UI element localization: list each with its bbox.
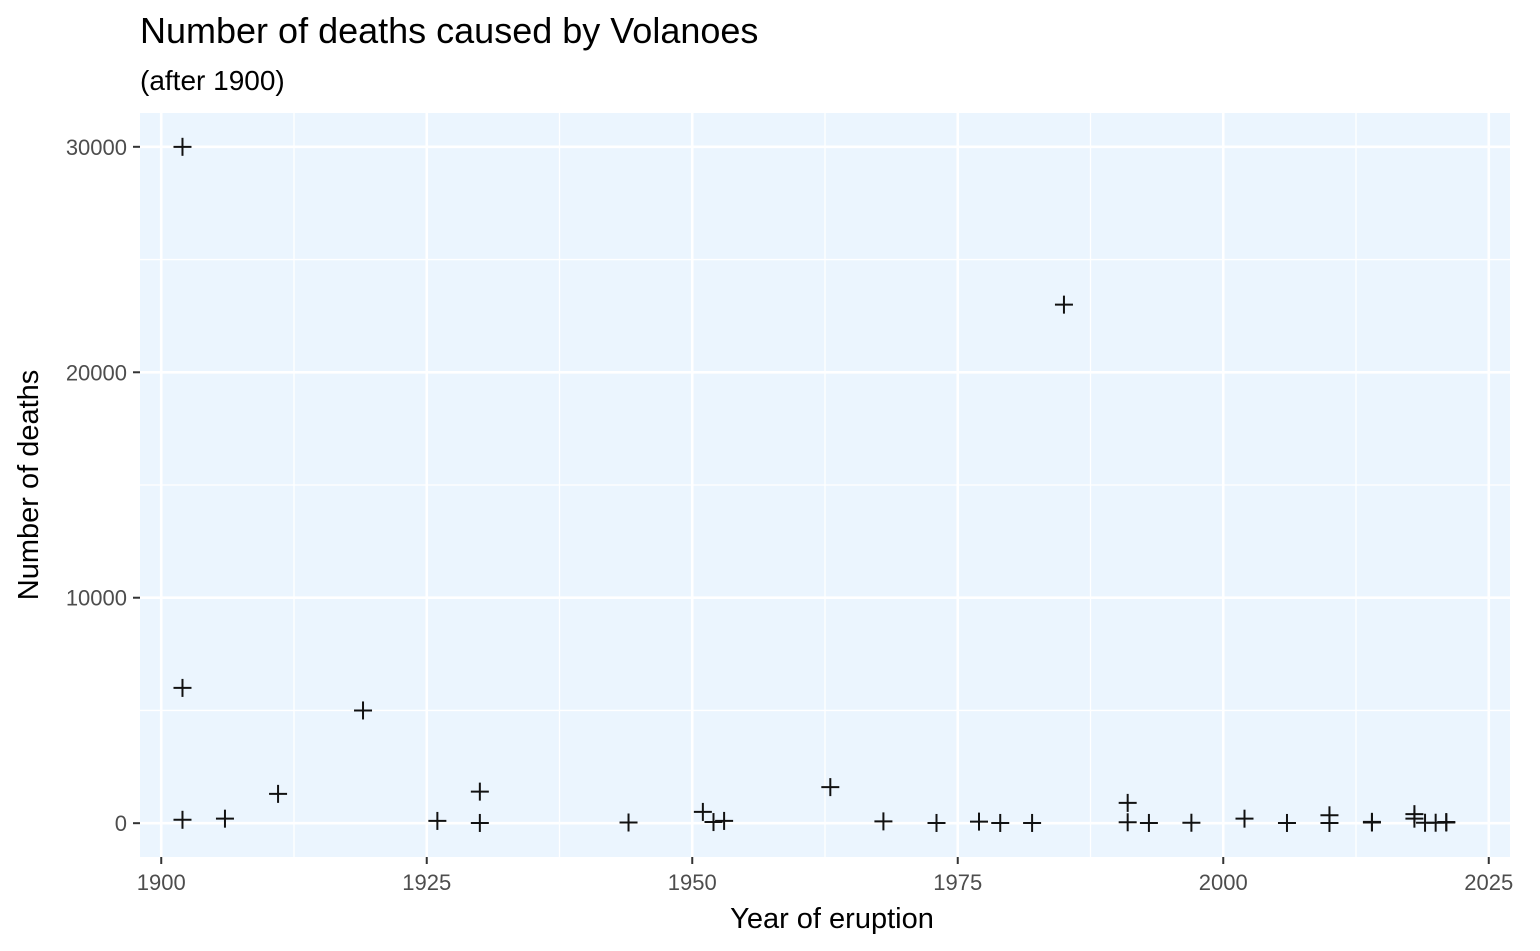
data-point <box>354 701 373 720</box>
chart-title: Number of deaths caused by Volanoes <box>140 10 758 51</box>
x-axis-title: Year of eruption <box>730 903 934 935</box>
data-point <box>991 813 1010 832</box>
y-tick-label: 10000 <box>66 586 127 611</box>
data-point <box>173 137 192 156</box>
x-tick-label: 1925 <box>402 870 451 895</box>
data-point <box>470 813 489 832</box>
x-tick-label: 1900 <box>137 870 186 895</box>
data-point <box>1405 809 1424 828</box>
data-point <box>1235 809 1254 828</box>
data-point <box>1437 813 1456 832</box>
data-point <box>693 802 712 821</box>
data-point <box>715 811 734 830</box>
y-axis: 0 10000 20000 30000 <box>66 135 140 836</box>
data-point <box>470 782 489 801</box>
x-axis: 1900 1925 1950 1975 2000 2025 <box>137 857 1513 895</box>
data-point <box>215 809 234 828</box>
data-point <box>1054 295 1073 314</box>
data-point <box>1118 813 1137 832</box>
y-tick-label: 0 <box>115 811 127 836</box>
data-point <box>173 678 192 697</box>
data-point <box>428 811 447 830</box>
data-point <box>173 810 192 829</box>
major-grid <box>140 113 1510 857</box>
y-axis-title: Number of deaths <box>13 370 45 601</box>
y-tick-label: 30000 <box>66 135 127 160</box>
data-point <box>1362 813 1381 832</box>
y-tick-label: 20000 <box>66 360 127 385</box>
x-tick-label: 2000 <box>1199 870 1248 895</box>
data-point <box>1277 813 1296 832</box>
data-point <box>927 813 946 832</box>
data-points <box>173 137 1456 832</box>
minor-grid <box>140 113 1510 857</box>
data-point <box>1023 813 1042 832</box>
chart-subtitle: (after 1900) <box>140 65 285 96</box>
data-point <box>704 813 723 832</box>
data-point <box>619 813 638 832</box>
x-tick-label: 2025 <box>1464 870 1513 895</box>
data-point <box>269 784 288 803</box>
x-tick-label: 1950 <box>668 870 717 895</box>
x-tick-label: 1975 <box>933 870 982 895</box>
data-point <box>874 812 893 831</box>
data-point <box>1139 813 1158 832</box>
data-point <box>821 778 840 797</box>
data-point <box>1182 813 1201 832</box>
data-point <box>969 812 988 831</box>
data-point <box>1118 793 1137 812</box>
data-point <box>1320 813 1339 832</box>
